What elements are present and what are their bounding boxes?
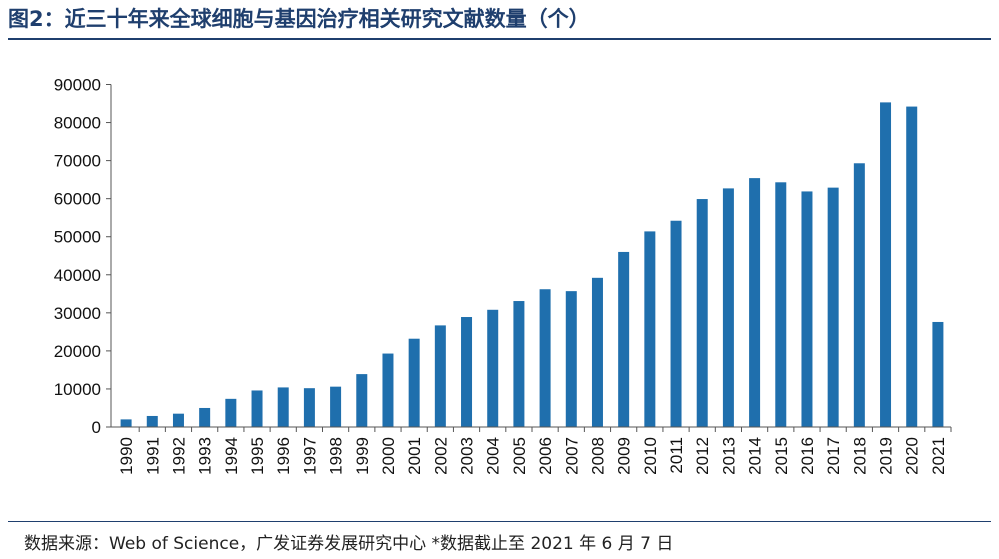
x-tick-label: 2017 bbox=[824, 437, 843, 475]
x-tick-label: 2002 bbox=[431, 437, 450, 475]
x-tick-label: 2011 bbox=[667, 437, 686, 474]
x-tick-label: 2007 bbox=[562, 437, 581, 475]
x-tick-label: 1995 bbox=[248, 437, 267, 475]
bar-1993 bbox=[199, 407, 211, 427]
x-tick-label: 2000 bbox=[379, 437, 398, 475]
bar-2003 bbox=[461, 317, 473, 427]
bar-2013 bbox=[722, 188, 734, 427]
x-tick-label: 2012 bbox=[693, 437, 712, 475]
y-tick-label: 80000 bbox=[54, 114, 101, 133]
bar-1997 bbox=[303, 388, 315, 427]
bar-2014 bbox=[749, 178, 761, 427]
y-axis: 0 10000 20000 30000 40000 50000 60000 70000 8000… bbox=[54, 76, 112, 437]
x-tick-label: 2005 bbox=[510, 437, 529, 475]
x-tick-label: 2014 bbox=[746, 437, 765, 475]
bar-1999 bbox=[356, 374, 368, 427]
bar-2009 bbox=[618, 251, 630, 427]
bar-2008 bbox=[591, 277, 603, 427]
bar-2015 bbox=[775, 182, 787, 427]
x-tick-label: 2013 bbox=[719, 437, 738, 475]
x-tick-label: 1999 bbox=[353, 437, 372, 475]
y-tick-label: 60000 bbox=[54, 190, 101, 209]
bar-2006 bbox=[539, 289, 551, 427]
y-tick-label: 20000 bbox=[54, 342, 101, 361]
bar-1991 bbox=[146, 415, 158, 427]
bar-chart: 0 10000 20000 30000 40000 50000 60000 70000 8000… bbox=[54, 76, 952, 475]
x-tick-label: 2021 bbox=[929, 437, 948, 475]
y-tick-label: 50000 bbox=[54, 228, 101, 247]
bar-1994 bbox=[225, 398, 237, 427]
y-tick-label: 30000 bbox=[54, 304, 101, 323]
bar-2004 bbox=[487, 309, 499, 427]
x-tick-label: 2003 bbox=[458, 437, 477, 475]
x-tick-label: 2010 bbox=[641, 437, 660, 475]
bar-2021 bbox=[932, 321, 944, 427]
bar-1990 bbox=[120, 419, 132, 427]
bar-1995 bbox=[251, 390, 263, 427]
source-note: 数据来源：Web of Science，广发证券发展研究中心 *数据截止至 20… bbox=[24, 534, 674, 554]
bar-2007 bbox=[565, 291, 577, 427]
bar-2000 bbox=[382, 353, 394, 427]
x-tick-label: 1990 bbox=[117, 437, 136, 475]
y-tick-label: 70000 bbox=[54, 152, 101, 171]
bar-1992 bbox=[172, 413, 184, 427]
bar-2020 bbox=[906, 106, 918, 428]
bar-2012 bbox=[696, 199, 708, 427]
x-axis: 1990 1991 1992 1993 1994 1995 1996 1997 1998 1999… bbox=[111, 426, 952, 475]
x-tick-label: 2016 bbox=[798, 437, 817, 475]
x-tick-label: 2001 bbox=[405, 437, 424, 475]
y-tick-label: 0 bbox=[92, 418, 101, 437]
bar-2011 bbox=[670, 220, 682, 427]
x-tick-label: 1991 bbox=[143, 437, 162, 475]
x-tick-label: 2009 bbox=[615, 437, 634, 475]
chart-title: 图2：近三十年来全球细胞与基因治疗相关研究文献数量（个） bbox=[8, 7, 590, 31]
x-tick-label: 2019 bbox=[877, 437, 896, 475]
x-tick-label: 2008 bbox=[588, 437, 607, 475]
bar-1996 bbox=[277, 387, 289, 427]
x-tick-label: 1994 bbox=[222, 437, 241, 475]
bar-series bbox=[120, 102, 944, 428]
x-tick-label: 1997 bbox=[300, 437, 319, 475]
bar-2001 bbox=[408, 338, 420, 427]
bar-2016 bbox=[801, 191, 813, 427]
x-tick-label: 2004 bbox=[484, 437, 503, 475]
bar-2002 bbox=[434, 325, 446, 427]
x-tick-label: 2015 bbox=[772, 437, 791, 475]
title-divider bbox=[8, 38, 991, 40]
y-tick-label: 10000 bbox=[54, 380, 101, 399]
x-tick-label: 1998 bbox=[327, 437, 346, 475]
x-tick-label: 1992 bbox=[169, 437, 188, 475]
bar-2019 bbox=[880, 102, 892, 427]
x-tick-label: 1996 bbox=[274, 437, 293, 475]
y-tick-label: 90000 bbox=[54, 76, 101, 95]
footer-divider bbox=[8, 521, 991, 522]
y-tick-label: 40000 bbox=[54, 266, 101, 285]
x-tick-label: 2018 bbox=[850, 437, 869, 475]
bar-2017 bbox=[827, 187, 839, 427]
bar-2010 bbox=[644, 231, 656, 427]
bar-2005 bbox=[513, 301, 525, 427]
bar-1998 bbox=[330, 386, 342, 427]
x-tick-label: 1993 bbox=[196, 437, 215, 475]
x-tick-label: 2020 bbox=[903, 437, 922, 475]
bar-2018 bbox=[853, 163, 865, 427]
x-tick-label: 2006 bbox=[536, 437, 555, 475]
